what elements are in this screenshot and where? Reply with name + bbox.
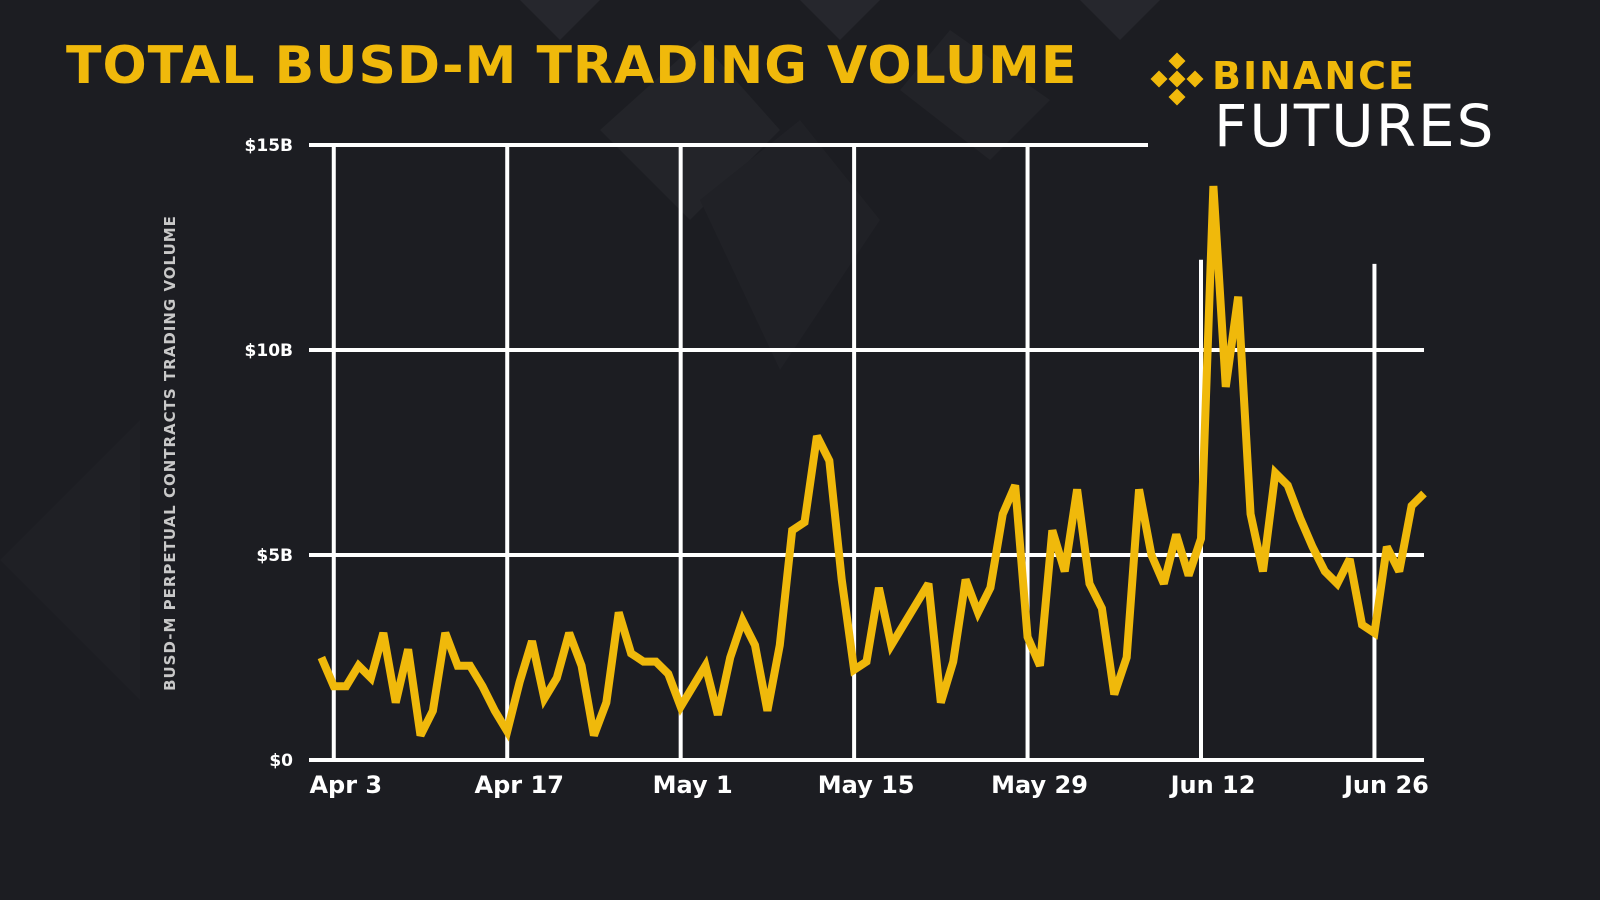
x-tick-label: Jun 12: [1169, 771, 1256, 799]
y-tick-labels: $0 $5B $10B $15B: [245, 136, 294, 771]
y-tick-label: $10B: [245, 341, 293, 361]
y-tick-label: $0: [269, 751, 293, 771]
bg-diamond: [900, 30, 1050, 160]
brand-subtitle: FUTURES: [1214, 92, 1496, 160]
x-tick-label: Jun 26: [1342, 771, 1429, 799]
bg-diamond: [800, 0, 880, 40]
x-tick-label: May 1: [653, 771, 733, 799]
binance-futures-logo: BINANCE FUTURES: [1148, 50, 1568, 160]
x-tick-labels: Apr 3 Apr 17 May 1 May 15 May 29 Jun 12 Jun 26: [309, 771, 1428, 799]
binance-diamond-logo-icon: [1150, 52, 1204, 106]
x-tick-label: May 15: [818, 771, 915, 799]
x-tick-label: May 29: [991, 771, 1088, 799]
y-tick-label: $5B: [256, 546, 293, 566]
x-tick-label: Apr 17: [475, 771, 564, 799]
bg-diamond: [700, 120, 880, 370]
bg-diamond: [1080, 0, 1160, 40]
series-lines: [317, 185, 1427, 742]
bg-diamond: [0, 420, 140, 700]
series-line: [317, 185, 1427, 742]
bg-diamond: [520, 0, 600, 40]
y-tick-label: $15B: [245, 136, 293, 156]
chart-grid: [309, 143, 1424, 762]
x-tick-label: Apr 3: [309, 771, 382, 799]
brand-name: BINANCE: [1212, 54, 1416, 98]
chart-title: TOTAL BUSD-M TRADING VOLUME: [66, 36, 1078, 96]
